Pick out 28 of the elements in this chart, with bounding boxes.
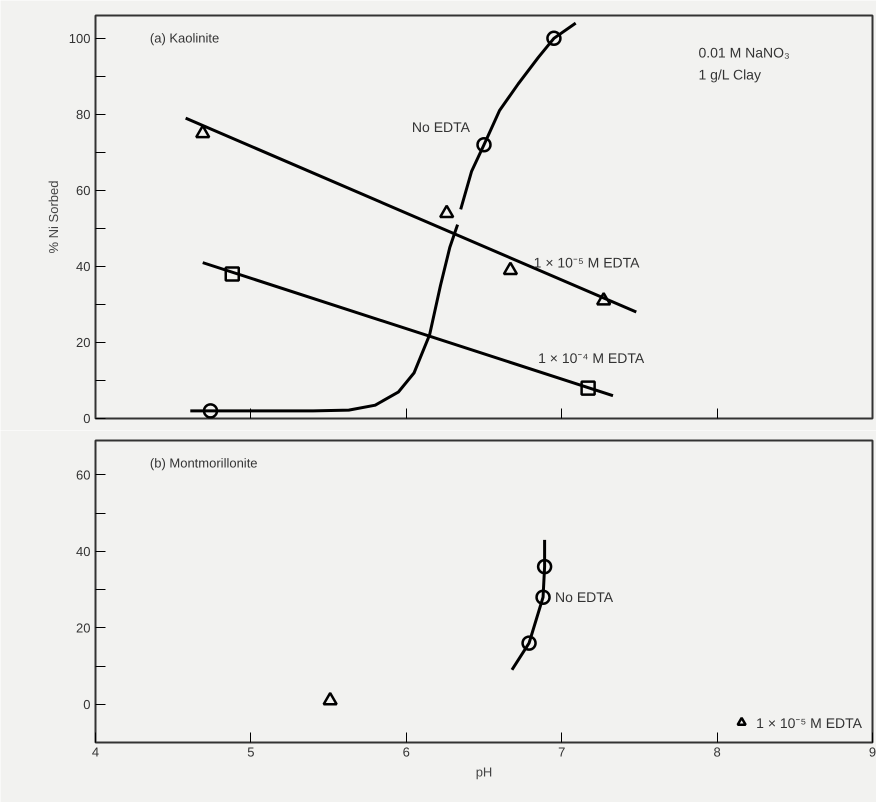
series-label: No EDTA: [555, 589, 614, 606]
annotation: 1 g/L Clay: [698, 66, 761, 82]
x-tick-label: 9: [868, 744, 876, 760]
y-tick-label: 100: [68, 30, 91, 46]
y-tick-label: 40: [76, 544, 91, 559]
x-axis-title: pH: [476, 764, 492, 780]
y-tick-label: 20: [76, 620, 91, 636]
annotation: 0.01 M NaNO₃: [698, 44, 790, 60]
x-tick-label: 6: [402, 744, 410, 760]
series-label: 1 × 10⁻⁵ M EDTA: [534, 254, 640, 271]
series-label: 1 × 10⁻⁴ M EDTA: [538, 350, 645, 366]
series-label: No EDTA: [412, 118, 471, 135]
legend-label: 1 × 10⁻⁵ M EDTA: [756, 714, 862, 732]
x-tick-label: 7: [558, 744, 566, 760]
text: (a) Kaolinite: [150, 30, 220, 46]
y-tick-label: 60: [76, 467, 91, 482]
y-tick-label: 0: [83, 696, 91, 712]
y-tick-label: 0: [83, 411, 91, 426]
y-tick-label: 40: [76, 258, 91, 274]
y-tick-label: 60: [76, 182, 91, 198]
y-tick-label: 20: [76, 334, 91, 350]
x-tick-label: 4: [92, 744, 100, 760]
x-tick-label: 5: [247, 744, 255, 760]
text: (b) Montmorillonite: [150, 456, 258, 470]
y-tick-label: 80: [76, 106, 91, 122]
x-tick-label: 8: [713, 744, 721, 760]
point: [322, 692, 338, 706]
y-axis-title: % Ni Sorbed: [46, 180, 61, 254]
